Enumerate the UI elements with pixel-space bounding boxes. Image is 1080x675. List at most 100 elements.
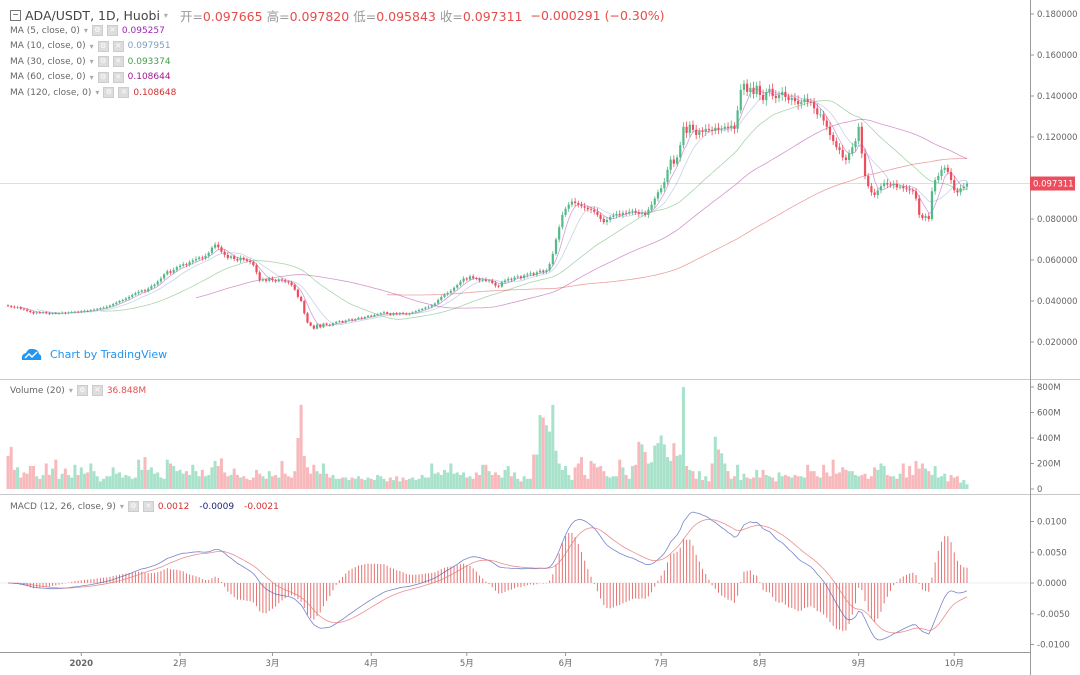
volume-bar: [188, 474, 192, 489]
volume-bar: [560, 469, 564, 489]
volume-bar: [618, 459, 622, 489]
close-icon[interactable]: ✕: [112, 71, 124, 83]
candle-body: [631, 210, 634, 212]
candle-body: [870, 186, 873, 193]
volume-bar: [360, 478, 364, 489]
candle-body: [946, 167, 949, 172]
chevron-down-icon[interactable]: ▾: [89, 72, 94, 82]
volume-bar: [455, 472, 459, 489]
candle-body: [6, 305, 10, 307]
close-icon[interactable]: ✕: [142, 501, 154, 512]
macd-label[interactable]: MACD (12, 26, close, 9): [10, 501, 116, 512]
candle-body: [558, 227, 561, 240]
volume-bar: [497, 474, 501, 489]
candle-body: [781, 91, 784, 95]
volume-bar: [22, 472, 26, 489]
symbol-title[interactable]: ADA/USDT, 1D, Huobi: [25, 8, 160, 23]
candle-body: [452, 287, 456, 291]
volume-bar: [592, 463, 596, 489]
candle-body: [392, 313, 395, 315]
candle-body: [185, 264, 188, 265]
candle-body: [271, 278, 274, 281]
collapse-icon[interactable]: −: [10, 10, 21, 21]
chevron-down-icon[interactable]: ▾: [89, 41, 94, 51]
candle-body: [239, 257, 242, 261]
volume-bar: [331, 474, 335, 489]
settings-icon[interactable]: ⚙: [127, 501, 139, 512]
chevron-down-icon[interactable]: ▾: [163, 11, 168, 20]
volume-bar: [439, 474, 443, 489]
candle-body: [777, 94, 781, 99]
chevron-down-icon[interactable]: ▾: [83, 26, 88, 35]
candle-body: [54, 313, 57, 314]
volume-bar: [417, 478, 421, 489]
volume-bar: [248, 480, 252, 489]
volume-bar: [267, 471, 271, 489]
tradingview-cloud-icon: [21, 348, 42, 360]
close-icon[interactable]: ✕: [118, 87, 130, 98]
volume-bar: [567, 474, 571, 489]
settings-icon[interactable]: ⚙: [76, 385, 88, 396]
chevron-down-icon[interactable]: ▾: [119, 502, 124, 511]
price-tick-label: 0.160000: [1037, 51, 1078, 61]
close-icon[interactable]: ✕: [106, 25, 118, 36]
ma-label[interactable]: MA (10, close, 0): [10, 41, 86, 51]
volume-bar: [739, 480, 743, 489]
chevron-down-icon[interactable]: ▾: [89, 57, 94, 66]
volume-bar: [853, 474, 857, 489]
volume-bar: [863, 473, 867, 489]
chevron-down-icon[interactable]: ▾: [95, 88, 100, 97]
volume-bar: [924, 468, 928, 489]
volume-bar: [589, 460, 593, 489]
candle-body: [784, 91, 787, 98]
candle-body: [411, 312, 414, 314]
time-tick-label: 10月: [945, 659, 964, 669]
tradingview-watermark[interactable]: Chart by TradingView: [20, 346, 167, 362]
candle-body: [99, 308, 102, 309]
time-tick-label: 4月: [364, 659, 378, 669]
ma-label[interactable]: MA (30, close, 0): [10, 56, 86, 67]
close-icon[interactable]: ✕: [112, 40, 124, 52]
candle-body: [115, 302, 118, 305]
candle-body: [331, 323, 335, 326]
volume-bar: [318, 473, 322, 489]
volume-bar: [162, 478, 166, 489]
ma-label[interactable]: MA (120, close, 0): [10, 87, 92, 98]
candle-body: [127, 296, 131, 299]
settings-icon[interactable]: ⚙: [103, 87, 115, 98]
volume-bar: [474, 472, 478, 489]
close-icon[interactable]: ✕: [112, 56, 124, 67]
close-icon[interactable]: ✕: [91, 385, 103, 396]
ma-line-30: [100, 100, 968, 320]
candle-body: [908, 189, 911, 191]
candle-body: [315, 324, 319, 329]
axes[interactable]: 0.180000 0.160000 0.140000 0.120000 0.080000…: [69, 10, 1077, 669]
volume-bar: [31, 466, 35, 489]
chevron-down-icon[interactable]: ▾: [68, 386, 73, 395]
volume-bar: [892, 476, 896, 489]
volume-bar: [860, 474, 864, 489]
settings-icon[interactable]: ⚙: [97, 40, 109, 52]
ma-label[interactable]: MA (60, close, 0): [10, 72, 86, 82]
volume-bar: [51, 468, 55, 489]
candle-body: [121, 299, 124, 301]
candle-body: [889, 184, 892, 186]
candle-body: [61, 312, 64, 314]
volume-bar: [334, 478, 338, 489]
candle-body: [650, 204, 653, 210]
ma-label[interactable]: MA (5, close, 0): [10, 25, 80, 36]
candle-body: [204, 255, 207, 259]
volume-label[interactable]: Volume (20): [10, 385, 65, 396]
settings-icon[interactable]: ⚙: [97, 71, 109, 83]
candle-body: [70, 312, 73, 313]
volume-bar: [341, 477, 345, 489]
volume-bar: [544, 425, 548, 489]
volume-bar: [532, 454, 536, 489]
settings-icon[interactable]: ⚙: [97, 56, 109, 67]
settings-icon[interactable]: ⚙: [91, 25, 103, 36]
candle-body: [736, 110, 739, 129]
candle-body: [774, 96, 777, 99]
volume-bar: [376, 474, 380, 489]
candle-body: [26, 309, 29, 311]
